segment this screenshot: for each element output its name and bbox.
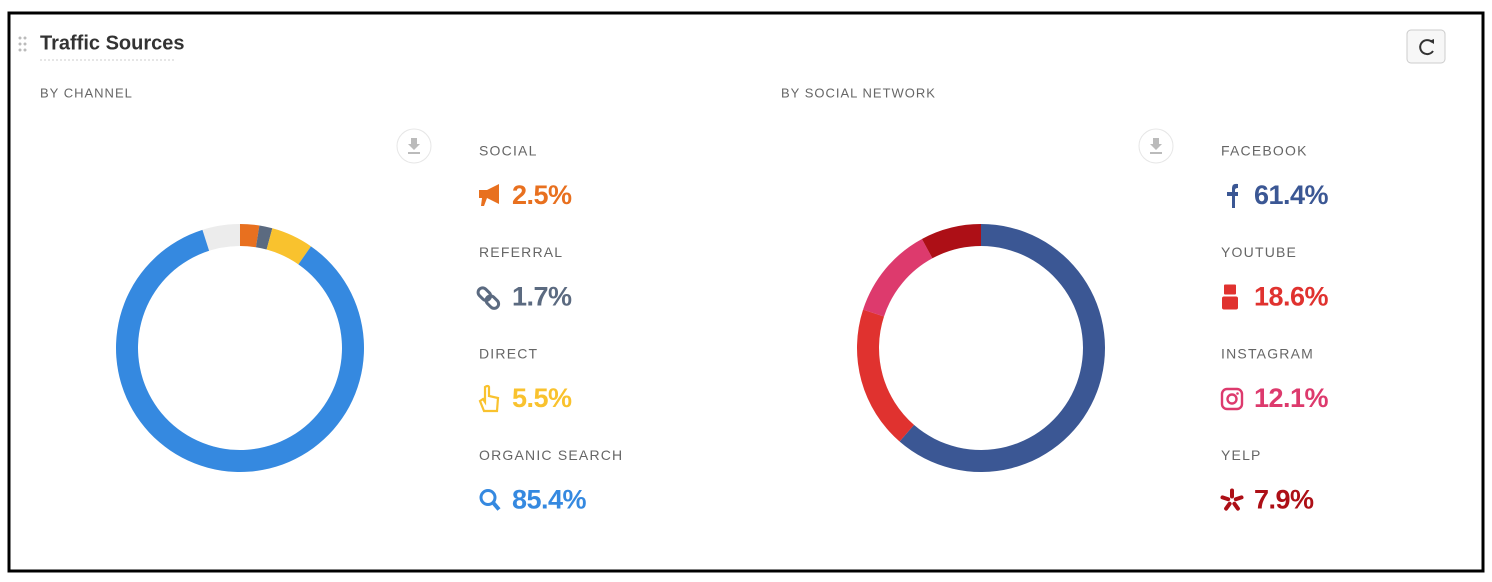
- panel-title: Traffic Sources: [40, 32, 185, 54]
- download-glyph: [1150, 138, 1162, 154]
- legend-icon: [476, 286, 501, 310]
- chart-subtitle: BY CHANNEL: [40, 85, 133, 100]
- legend-value: 12.1%: [1254, 383, 1329, 413]
- legend-icon: [1227, 183, 1238, 208]
- legend-icon: [479, 184, 499, 206]
- legend-label: YOUTUBE: [1221, 244, 1297, 260]
- download-button[interactable]: [1138, 128, 1174, 164]
- icon-part: [479, 489, 497, 506]
- legend-value: 18.6%: [1254, 282, 1329, 312]
- donut-segment: [856, 309, 915, 442]
- icon-part: [1232, 501, 1240, 511]
- legend-label: DIRECT: [479, 346, 538, 362]
- icon-part: [476, 286, 493, 302]
- legend-value: 2.5%: [512, 180, 572, 210]
- legend-icon: [1220, 488, 1244, 511]
- legend-value: 7.9%: [1254, 485, 1314, 515]
- icon-part: [491, 501, 501, 511]
- legend-icon: [1220, 387, 1244, 411]
- chart-subtitle: BY SOCIAL NETWORK: [781, 85, 936, 100]
- legend-icon: [478, 384, 500, 413]
- icon-part: [1220, 387, 1244, 411]
- icon-part: [1224, 501, 1232, 511]
- legend-label: ORGANIC SEARCH: [479, 447, 623, 463]
- icon-part: [1236, 392, 1239, 395]
- icon-part: [479, 184, 499, 206]
- icon-part: [1230, 488, 1234, 499]
- icon-part: [484, 294, 501, 310]
- legend-label: YELP: [1221, 447, 1262, 463]
- icon-part: [1222, 296, 1238, 310]
- legend-value: 1.7%: [512, 282, 572, 312]
- donut-segment: [863, 238, 933, 317]
- legend-value: 85.4%: [512, 485, 587, 515]
- icon-part: [1233, 495, 1244, 502]
- download-glyph: [408, 138, 420, 154]
- legend-value: 61.4%: [1254, 180, 1329, 210]
- legend-label: INSTAGRAM: [1221, 346, 1314, 362]
- download-button[interactable]: [396, 128, 432, 164]
- donut-segment: [266, 228, 311, 265]
- donut-segment: [899, 223, 1105, 472]
- panel: [7, 11, 1485, 573]
- legend-icon: [479, 489, 501, 511]
- donut-segment: [255, 225, 273, 250]
- icon-part: [1220, 495, 1231, 502]
- donut-segment: [921, 224, 981, 259]
- refresh-button[interactable]: [1406, 29, 1446, 64]
- legend-label: REFERRAL: [479, 244, 563, 260]
- legend-icon: [1222, 284, 1238, 310]
- legend-label: FACEBOOK: [1221, 143, 1308, 159]
- donut-segment: [240, 224, 260, 248]
- icon-part: [1224, 284, 1236, 295]
- icon-part: [1226, 393, 1238, 405]
- icon-part: [1227, 183, 1238, 208]
- legend-value: 5.5%: [512, 383, 572, 413]
- legend-label: SOCIAL: [479, 143, 538, 159]
- icon-part: [478, 384, 500, 413]
- drag-handle[interactable]: [18, 36, 27, 52]
